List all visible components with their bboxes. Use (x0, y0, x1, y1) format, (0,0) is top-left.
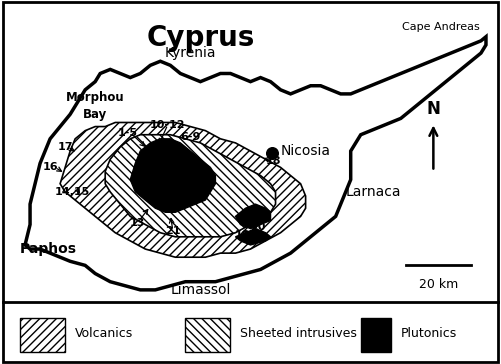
Text: 1-5: 1-5 (118, 128, 138, 138)
Text: 6-9: 6-9 (180, 132, 200, 142)
Text: Cyprus: Cyprus (146, 24, 255, 52)
Point (268, 150, 276, 156)
Bar (361, 317, 391, 352)
Polygon shape (25, 37, 486, 290)
Polygon shape (235, 229, 271, 245)
Polygon shape (60, 122, 306, 257)
Polygon shape (105, 135, 276, 237)
Text: Morphou: Morphou (66, 91, 125, 104)
Text: 16: 16 (42, 162, 58, 173)
Polygon shape (130, 139, 215, 212)
Text: Paphos: Paphos (20, 242, 77, 256)
Text: Volcanics: Volcanics (75, 327, 133, 340)
Text: Kyrenia: Kyrenia (165, 46, 216, 60)
Text: 17: 17 (58, 142, 73, 152)
Text: 10-12: 10-12 (150, 119, 185, 130)
Text: Limassol: Limassol (170, 283, 230, 297)
Text: N: N (426, 100, 440, 118)
Text: Plutonics: Plutonics (401, 327, 457, 340)
Bar (185, 317, 230, 352)
Bar (20, 317, 65, 352)
Polygon shape (235, 204, 271, 229)
Text: 13: 13 (130, 218, 145, 228)
Text: 14,15: 14,15 (55, 187, 90, 197)
Text: 20 km: 20 km (419, 278, 458, 290)
Text: 18: 18 (266, 156, 281, 166)
Text: Bay: Bay (83, 108, 107, 121)
Text: 20: 20 (250, 222, 266, 232)
Text: Larnaca: Larnaca (346, 185, 401, 199)
Text: Nicosia: Nicosia (281, 144, 331, 158)
Text: Cape Andreas: Cape Andreas (402, 21, 480, 32)
Text: 21: 21 (165, 226, 180, 236)
Text: Sheeted intrusives: Sheeted intrusives (240, 327, 357, 340)
Text: 19: 19 (235, 230, 251, 240)
